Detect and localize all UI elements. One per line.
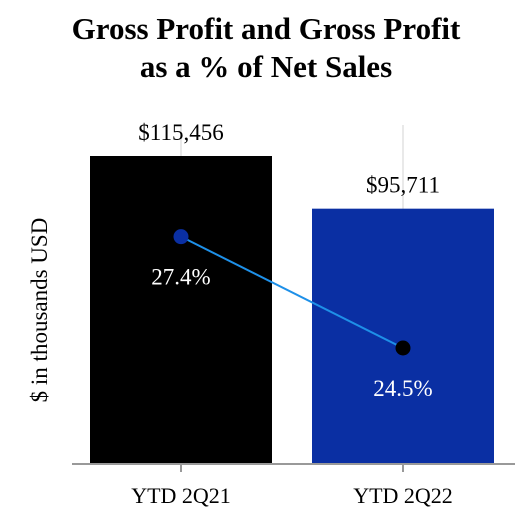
chart-title-line-1: Gross Profit and Gross Profit — [71, 11, 461, 46]
percentage-label-2: 24.5% — [373, 376, 432, 401]
bar-value-label-2: $95,711 — [366, 173, 440, 198]
bar-1 — [90, 156, 272, 464]
percentage-label-1: 27.4% — [151, 265, 210, 290]
percentage-point-1 — [173, 229, 189, 245]
percentage-point-2 — [395, 340, 411, 356]
percentage-line — [180, 235, 404, 349]
bar-2 — [312, 208, 494, 464]
x-tick-label-2: YTD 2Q22 — [353, 483, 453, 508]
chart-title: Gross Profit and Gross Profit as a % of … — [0, 10, 532, 86]
chart-title-line-2: as a % of Net Sales — [139, 49, 393, 84]
bar-value-label-1: $115,456 — [138, 120, 223, 145]
x-tick-label-1: YTD 2Q21 — [131, 483, 231, 508]
